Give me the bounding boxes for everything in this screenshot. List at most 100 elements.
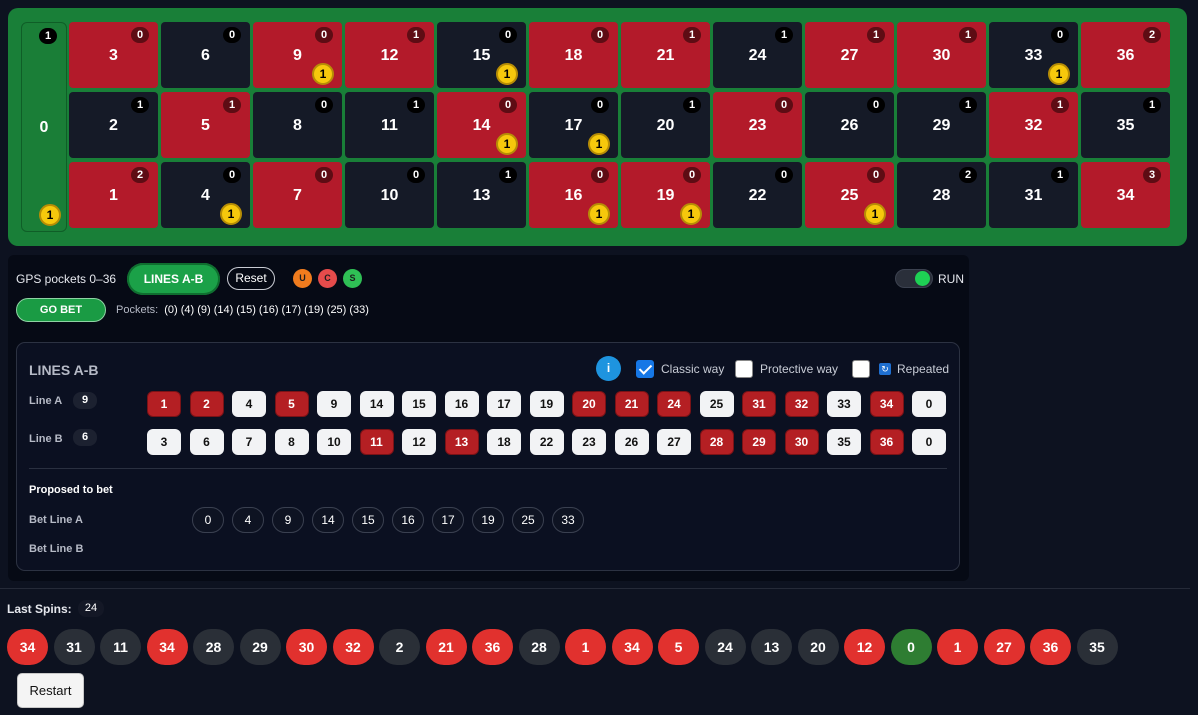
- pocket-22[interactable]: 0 22: [713, 162, 802, 228]
- status-dot-u: U: [293, 269, 312, 288]
- pocket-36[interactable]: 2 36: [1081, 22, 1170, 88]
- hit-count-badge: 0: [499, 97, 517, 113]
- lines-ab-button[interactable]: LINES A-B: [127, 263, 220, 295]
- pocket-18[interactable]: 0 18: [529, 22, 618, 88]
- line-chip-13[interactable]: 13: [444, 429, 479, 455]
- pocket-zero[interactable]: 1 0 1: [21, 22, 67, 232]
- line-chip-17[interactable]: 17: [487, 391, 521, 417]
- line-chip-36[interactable]: 36: [869, 429, 904, 455]
- bet-chip-25[interactable]: 25: [512, 507, 544, 533]
- line-chip-31[interactable]: 31: [742, 391, 776, 417]
- pocket-31[interactable]: 1 31: [989, 162, 1078, 228]
- bet-chip-16[interactable]: 16: [392, 507, 424, 533]
- line-chip-33[interactable]: 33: [827, 391, 861, 417]
- line-chip-28[interactable]: 28: [699, 429, 734, 455]
- line-chip-14[interactable]: 14: [359, 391, 394, 417]
- repeated-checkbox[interactable]: [852, 360, 870, 378]
- pocket-21[interactable]: 1 21: [621, 22, 710, 88]
- bet-chip-17[interactable]: 17: [432, 507, 464, 533]
- reset-button[interactable]: Reset: [227, 267, 275, 290]
- classic-way-checkbox[interactable]: [636, 360, 654, 378]
- bet-chip-14[interactable]: 14: [312, 507, 344, 533]
- pocket-32[interactable]: 1 32: [989, 92, 1078, 158]
- line-chip-21[interactable]: 21: [614, 391, 649, 417]
- info-icon[interactable]: i: [596, 356, 621, 381]
- protective-way-checkbox[interactable]: [735, 360, 753, 378]
- pocket-17[interactable]: 0 17 1: [529, 92, 618, 158]
- pocket-23[interactable]: 0 23: [713, 92, 802, 158]
- line-chip-26[interactable]: 26: [614, 429, 649, 455]
- pocket-10[interactable]: 0 10: [345, 162, 434, 228]
- pocket-25[interactable]: 0 25 1: [805, 162, 894, 228]
- pocket-13[interactable]: 1 13: [437, 162, 526, 228]
- line-chip-4[interactable]: 4: [232, 391, 266, 417]
- line-chip-25[interactable]: 25: [699, 391, 734, 417]
- bet-chip-33[interactable]: 33: [552, 507, 584, 533]
- pocket-35[interactable]: 1 35: [1081, 92, 1170, 158]
- pocket-29[interactable]: 1 29: [897, 92, 986, 158]
- pocket-number: 12: [380, 47, 399, 64]
- pocket-11[interactable]: 1 11: [345, 92, 434, 158]
- pocket-30[interactable]: 1 30: [897, 22, 986, 88]
- hit-count-badge: 0: [315, 167, 333, 183]
- line-chip-12[interactable]: 12: [402, 429, 436, 455]
- line-chip-35[interactable]: 35: [827, 429, 861, 455]
- line-chip-18[interactable]: 18: [487, 429, 521, 455]
- go-bet-button[interactable]: GO BET: [16, 298, 106, 322]
- line-chip-6[interactable]: 6: [189, 429, 224, 455]
- line-chip-10[interactable]: 10: [317, 429, 351, 455]
- line-chip-3[interactable]: 3: [147, 429, 181, 455]
- line-chip-15[interactable]: 15: [402, 391, 436, 417]
- line-chip-7[interactable]: 7: [232, 429, 266, 455]
- line-chip-9[interactable]: 9: [317, 391, 351, 417]
- pocket-15[interactable]: 0 15 1: [437, 22, 526, 88]
- bet-chip-19[interactable]: 19: [472, 507, 504, 533]
- hit-count-badge: 0: [223, 27, 241, 43]
- line-chip-24[interactable]: 24: [657, 391, 691, 417]
- pocket-27[interactable]: 1 27: [805, 22, 894, 88]
- line-chip-32[interactable]: 32: [784, 391, 819, 417]
- pocket-19[interactable]: 0 19 1: [621, 162, 710, 228]
- line-chip-19[interactable]: 19: [529, 391, 564, 417]
- line-chip-11[interactable]: 11: [359, 429, 394, 455]
- line-chip-29[interactable]: 29: [742, 429, 776, 455]
- pocket-16[interactable]: 0 16 1: [529, 162, 618, 228]
- line-chip-20[interactable]: 20: [572, 391, 606, 417]
- bet-chip-15[interactable]: 15: [352, 507, 384, 533]
- line-chip-30[interactable]: 30: [784, 429, 819, 455]
- line-chip-16[interactable]: 16: [444, 391, 479, 417]
- line-chip-0[interactable]: 0: [912, 391, 946, 417]
- run-toggle[interactable]: [895, 269, 933, 288]
- line-chip-2[interactable]: 2: [189, 391, 224, 417]
- line-chip-5[interactable]: 5: [274, 391, 309, 417]
- line-chip-27[interactable]: 27: [657, 429, 691, 455]
- pocket-20[interactable]: 1 20: [621, 92, 710, 158]
- bet-chip-9[interactable]: 9: [272, 507, 304, 533]
- line-chip-23[interactable]: 23: [572, 429, 606, 455]
- pocket-24[interactable]: 1 24: [713, 22, 802, 88]
- pocket-12[interactable]: 1 12: [345, 22, 434, 88]
- restart-button[interactable]: Restart: [17, 673, 84, 708]
- line-chip-0[interactable]: 0: [912, 429, 946, 455]
- pocket-number: 11: [381, 117, 398, 134]
- line-chip-34[interactable]: 34: [869, 391, 904, 417]
- pocket-26[interactable]: 0 26: [805, 92, 894, 158]
- bet-chip-4[interactable]: 4: [232, 507, 264, 533]
- pocket-28[interactable]: 2 28: [897, 162, 986, 228]
- pocket-14[interactable]: 0 14 1: [437, 92, 526, 158]
- pocket-34[interactable]: 3 34: [1081, 162, 1170, 228]
- pocket-33[interactable]: 0 33 1: [989, 22, 1078, 88]
- line-chip-8[interactable]: 8: [274, 429, 309, 455]
- line-chip-22[interactable]: 22: [529, 429, 564, 455]
- bet-chip-0[interactable]: 0: [192, 507, 224, 533]
- line-chip-1[interactable]: 1: [147, 391, 181, 417]
